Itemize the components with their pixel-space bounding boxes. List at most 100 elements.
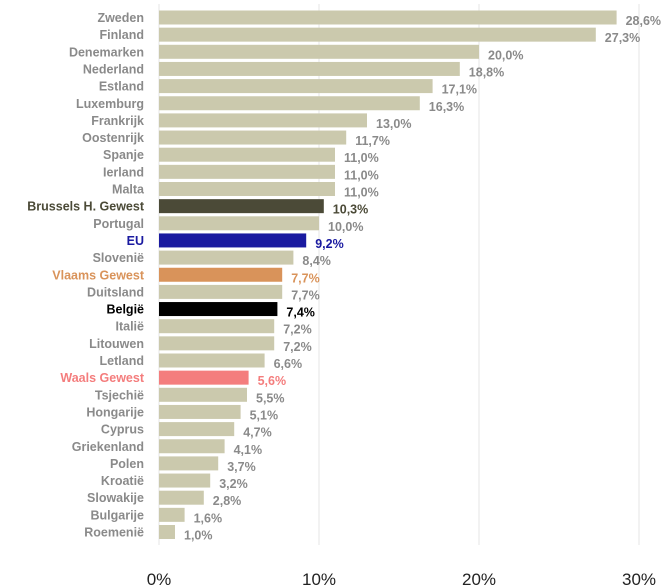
bar [159,353,265,368]
category-label: Tsjechië [95,388,144,402]
bar [159,336,275,351]
value-label: 3,7% [227,460,256,474]
category-label: Malta [112,183,145,197]
category-label: Brussels H. Gewest [27,200,145,214]
value-label: 8,4% [302,254,331,268]
value-label: 9,2% [315,237,344,251]
bar [159,456,219,471]
bar [159,387,247,402]
value-label: 5,6% [258,374,287,388]
value-label: 1,6% [194,511,223,525]
bar [159,284,283,299]
bar [159,10,617,25]
value-label: 7,2% [283,323,312,337]
bar [159,267,283,282]
value-label: 1,0% [184,529,213,543]
category-label: Spanje [103,148,144,162]
value-label: 7,4% [286,306,315,320]
category-label: Frankrijk [91,114,144,128]
bar [159,490,204,505]
value-label: 13,0% [376,117,411,131]
bar [159,61,460,76]
bar [159,404,241,419]
value-label: 11,0% [344,151,379,165]
bars [159,10,617,539]
bar [159,130,347,145]
value-label: 11,0% [344,168,379,182]
value-label: 7,7% [291,288,320,302]
category-label: Slovenië [93,251,144,265]
category-label: België [106,303,144,317]
bar [159,96,420,111]
category-label: Zweden [97,11,144,25]
value-label: 10,3% [333,203,368,217]
category-label: Griekenland [72,440,144,454]
bar [159,79,433,94]
value-label: 2,8% [213,494,242,508]
category-label: Kroatië [101,474,144,488]
bar [159,250,294,265]
category-label: Vlaams Gewest [52,268,145,282]
value-label: 17,1% [442,83,477,97]
value-label: 27,3% [605,31,640,45]
bar [159,27,596,42]
bar [159,319,275,334]
bar [159,147,335,162]
value-label: 10,0% [328,220,363,234]
category-label: Portugal [93,217,144,231]
category-labels: Zweden Finland Denemarken Nederland Estland L… [27,11,145,540]
category-label: Luxemburg [76,97,144,111]
bar [159,199,324,214]
value-label: 4,7% [243,426,272,440]
value-labels: 28,6% 27,3% 20,0% 18,8% 17,1% 16,3% 13,0% 11,7%… [184,14,661,543]
value-label: 5,5% [256,391,285,405]
value-label: 18,8% [469,65,504,79]
category-label: Litouwen [89,337,144,351]
category-label: Ierland [103,165,144,179]
bar [159,216,319,231]
value-label: 11,0% [344,186,379,200]
value-label: 20,0% [488,48,523,62]
value-label: 11,7% [355,134,390,148]
value-label: 3,2% [219,477,248,491]
bar [159,473,211,488]
bar [159,182,335,196]
bar [159,507,185,522]
x-tick-label: 0% [147,570,172,588]
bar [159,302,278,317]
value-label: 7,7% [291,271,320,285]
value-label: 4,1% [234,443,263,457]
bar [159,164,335,179]
x-tick-label: 20% [462,570,496,588]
category-label: Duitsland [87,285,144,299]
bar [159,422,235,437]
category-label: Polen [110,457,144,471]
category-label: Waals Gewest [60,371,144,385]
value-label: 16,3% [429,100,464,114]
category-label: Nederland [83,62,144,76]
value-label: 6,6% [274,357,303,371]
bar [159,44,479,59]
value-label: 5,1% [250,408,279,422]
bar [159,233,307,248]
x-axis-ticks: 0% 10% 20% 30% [147,570,656,588]
category-label: Oostenrijk [82,131,144,145]
bar [159,525,175,539]
category-label: Cyprus [101,423,144,437]
x-tick-label: 10% [302,570,336,588]
x-tick-label: 30% [622,570,656,588]
value-label: 28,6% [626,14,661,28]
category-label: Estland [99,80,144,94]
category-label: Letland [100,354,144,368]
category-label: Roemenië [84,526,144,540]
category-label: Slowakije [87,491,144,505]
bar [159,370,249,385]
category-label: Bulgarije [91,508,145,522]
category-label: Denemarken [69,45,144,59]
category-label: Italië [116,320,145,334]
value-label: 7,2% [283,340,312,354]
category-label: Hongarije [86,405,144,419]
category-label: EU [127,234,144,248]
category-label: Finland [100,28,144,42]
